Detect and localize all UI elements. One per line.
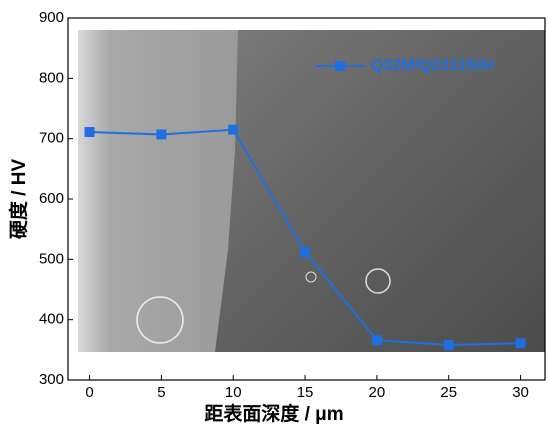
- data-point: [228, 124, 239, 135]
- x-tick-label: 5: [157, 384, 165, 401]
- data-point: [156, 129, 167, 140]
- legend-marker: [335, 61, 345, 71]
- data-point: [443, 340, 454, 351]
- x-tick-label: 30: [512, 384, 529, 401]
- y-tick-label: 600: [39, 190, 64, 207]
- y-tick-label: 800: [39, 69, 64, 86]
- x-tick-label: 10: [225, 384, 242, 401]
- data-point: [371, 335, 382, 346]
- y-tick-label: 400: [39, 311, 64, 328]
- y-tick-label: 500: [39, 250, 64, 267]
- data-point: [515, 338, 526, 349]
- y-tick-label: 700: [39, 130, 64, 147]
- micrograph-background: [78, 30, 545, 352]
- x-axis-label: 距表面深度 / μm: [204, 402, 343, 425]
- y-tick-label: 300: [39, 371, 64, 388]
- x-tick-label: 15: [297, 384, 314, 401]
- y-tick-label: 900: [39, 9, 64, 26]
- data-point: [84, 127, 95, 138]
- legend-label: Q32M/Q2311NiH: [371, 57, 494, 74]
- data-point: [300, 247, 311, 258]
- y-axis-label: 硬度 / HV: [7, 159, 30, 240]
- x-tick-label: 0: [85, 384, 93, 401]
- x-tick-label: 25: [440, 384, 457, 401]
- x-tick-label: 20: [369, 384, 386, 401]
